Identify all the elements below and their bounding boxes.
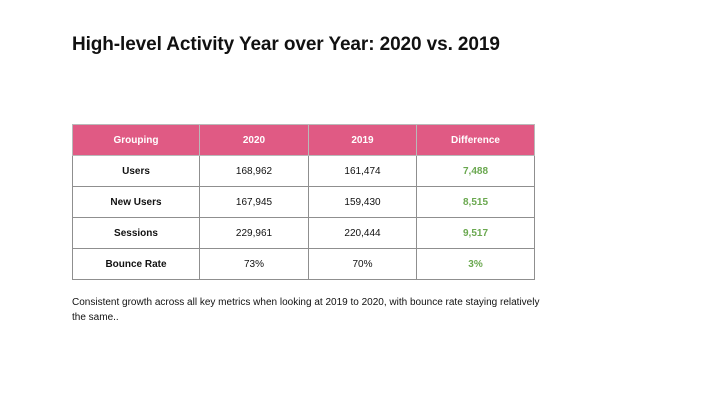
value-2020-cell: 229,961 [199, 217, 309, 249]
table-row: Sessions 229,961 220,444 9,517 [72, 217, 535, 249]
grouping-cell: Users [72, 155, 200, 187]
value-2019-cell: 159,430 [308, 186, 417, 218]
difference-cell: 8,515 [416, 186, 535, 218]
difference-cell: 3% [416, 248, 535, 280]
metrics-table: Grouping 2020 2019 Difference Users 168,… [72, 124, 535, 280]
value-2020-cell: 167,945 [199, 186, 309, 218]
grouping-cell: Sessions [72, 217, 200, 249]
table-row: Bounce Rate 73% 70% 3% [72, 248, 535, 280]
grouping-cell: New Users [72, 186, 200, 218]
difference-cell: 9,517 [416, 217, 535, 249]
value-2020-cell: 168,962 [199, 155, 309, 187]
column-header-difference: Difference [416, 124, 535, 156]
value-2020-cell: 73% [199, 248, 309, 280]
value-2019-cell: 220,444 [308, 217, 417, 249]
table-row: New Users 167,945 159,430 8,515 [72, 186, 535, 218]
value-2019-cell: 161,474 [308, 155, 417, 187]
column-header-grouping: Grouping [72, 124, 200, 156]
column-header-2020: 2020 [199, 124, 309, 156]
summary-caption: Consistent growth across all key metrics… [72, 297, 540, 323]
column-header-2019: 2019 [308, 124, 417, 156]
value-2019-cell: 70% [308, 248, 417, 280]
slide-title: High-level Activity Year over Year: 2020… [72, 34, 500, 55]
difference-cell: 7,488 [416, 155, 535, 187]
table-row: Users 168,962 161,474 7,488 [72, 155, 535, 187]
grouping-cell: Bounce Rate [72, 248, 200, 280]
table-header-row: Grouping 2020 2019 Difference [72, 124, 535, 156]
